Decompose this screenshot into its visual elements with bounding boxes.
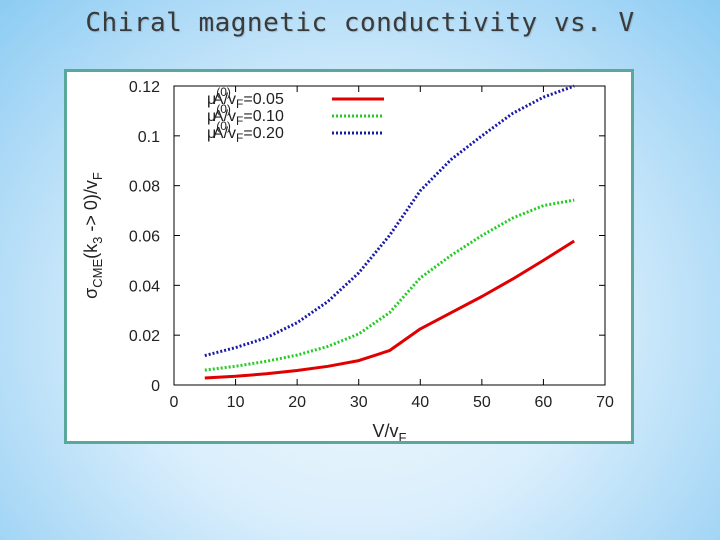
chart-legend: μ(0)A/vF=0.05μ(0)A/vF=0.10μ(0)A/vF=0.20 xyxy=(207,85,384,145)
legend-label-1: μ(0)A/vF=0.05 xyxy=(207,85,284,111)
slide-title: Chiral magnetic conductivity vs. V xyxy=(85,8,635,38)
x-tick-label: 0 xyxy=(170,394,179,411)
y-tick-label: 0.08 xyxy=(129,179,160,196)
y-tick-label: 0.12 xyxy=(129,79,160,96)
figure-frame: 0 10 20 30 40 50 60 70 0 0.02 0.04 0.06 0.08 0.1 0.12 … xyxy=(64,69,634,445)
y-tick-label: 0.1 xyxy=(138,129,160,146)
x-tick-label: 10 xyxy=(227,394,245,411)
x-tick-label: 20 xyxy=(288,394,306,411)
x-tick-label: 50 xyxy=(473,394,491,411)
x-tick-label: 70 xyxy=(596,394,614,411)
y-tick-label: 0.02 xyxy=(129,328,160,345)
y-axis-label: σCME(k3 -> 0)/vF xyxy=(81,172,105,299)
series-line-3 xyxy=(204,84,575,358)
line-chart: 0 10 20 30 40 50 60 7000.020.040.060.080.10.12 … xyxy=(81,79,614,445)
x-axis-label: V/vF xyxy=(373,421,407,441)
x-tick-label: 60 xyxy=(535,394,553,411)
series-line-2 xyxy=(204,198,575,372)
y-tick-label: 0 xyxy=(151,378,160,395)
series-layer xyxy=(204,84,575,380)
y-tick-label: 0.04 xyxy=(129,278,160,295)
legend-label-2: μ(0)A/vF=0.10 xyxy=(207,102,284,128)
plot-axes: 0 10 20 30 40 50 60 70 0 0.02 0.04 0.06 0.08 0.1 0.12 xyxy=(129,79,614,411)
x-tick-label: 40 xyxy=(411,394,429,411)
x-tick-label: 30 xyxy=(350,394,368,411)
y-tick-label: 0.06 xyxy=(129,229,160,246)
series-line-1 xyxy=(204,239,575,380)
legend-label-3: μ(0)A/vF=0.20 xyxy=(207,119,284,145)
axis-labels: V/vF σCME(k3 -> 0)/vF xyxy=(81,172,407,445)
